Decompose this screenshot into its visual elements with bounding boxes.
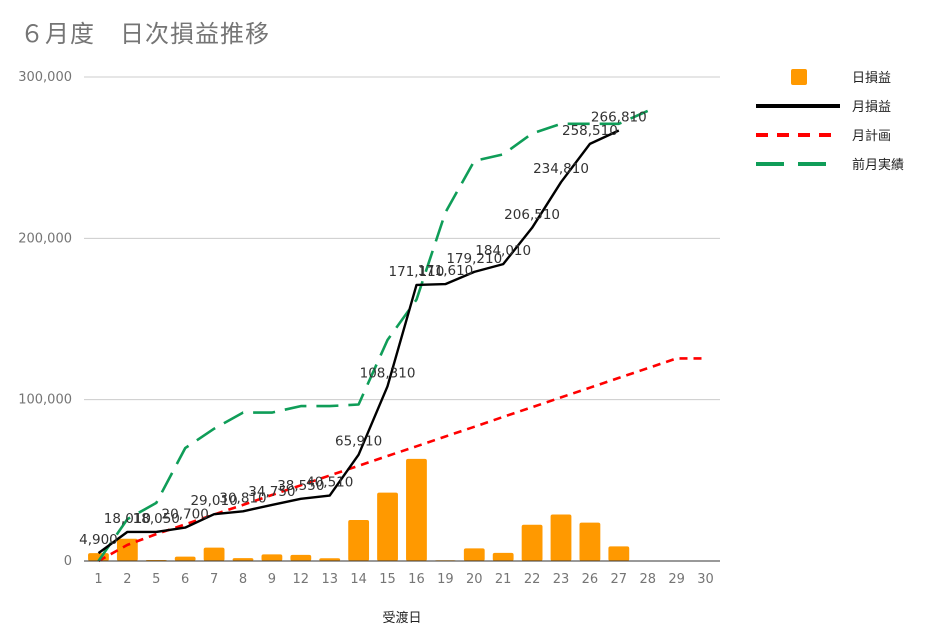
data-label: 234,810 bbox=[533, 161, 589, 177]
x-tick-label: 28 bbox=[639, 572, 656, 587]
line-月損益 bbox=[97, 129, 620, 555]
x-tick-label: 21 bbox=[495, 572, 512, 587]
y-tick-label: 0 bbox=[64, 554, 72, 569]
bar-15 bbox=[377, 492, 398, 561]
bar-6 bbox=[174, 556, 196, 561]
bar-7 bbox=[203, 547, 225, 561]
data-label: 40,510 bbox=[306, 475, 353, 491]
legend-item: 月損益 bbox=[756, 100, 891, 115]
data-label: 171,610 bbox=[417, 263, 473, 279]
bar-12 bbox=[290, 554, 312, 561]
data-labels: 4,900 18,01018,05020,70029,01030,81034,75… bbox=[79, 110, 647, 549]
bar-series bbox=[88, 458, 630, 561]
y-tick-label: 200,000 bbox=[18, 231, 72, 246]
legend-swatch bbox=[791, 69, 807, 85]
data-label: 29,010 bbox=[190, 493, 237, 509]
bar-8 bbox=[232, 558, 254, 561]
x-tick-label: 9 bbox=[268, 572, 276, 587]
data-label: 108,310 bbox=[360, 365, 416, 381]
bar-20 bbox=[463, 548, 485, 561]
x-tick-label: 23 bbox=[553, 572, 570, 587]
x-tick-label: 19 bbox=[437, 572, 454, 587]
data-label: 4,900 bbox=[79, 532, 118, 548]
data-label: 38,550 bbox=[277, 478, 324, 494]
bar-13 bbox=[319, 558, 341, 561]
data-label: 18,050 bbox=[133, 511, 180, 527]
x-tick-label: 30 bbox=[697, 572, 714, 587]
bar-9 bbox=[261, 554, 283, 561]
data-label: 65,910 bbox=[335, 434, 382, 450]
x-tick-label: 7 bbox=[210, 572, 218, 587]
x-tick-label: 15 bbox=[379, 572, 396, 587]
data-label: 34,750 bbox=[248, 484, 295, 500]
x-tick-label: 22 bbox=[524, 572, 541, 587]
bar-23 bbox=[550, 514, 572, 561]
legend-label: 前月実績 bbox=[852, 157, 904, 173]
x-tick-label: 16 bbox=[408, 572, 425, 587]
x-tick-label: 13 bbox=[321, 572, 338, 587]
y-tick-label: 100,000 bbox=[18, 393, 72, 408]
bar-14 bbox=[348, 520, 370, 561]
bar-26 bbox=[579, 522, 601, 561]
x-axis-title: 受渡日 bbox=[382, 610, 421, 626]
data-label: 206,510 bbox=[504, 207, 560, 223]
x-tick-label: 5 bbox=[152, 572, 160, 587]
data-label: 20,700 bbox=[162, 507, 209, 523]
x-tick-labels: 1 2 5 6 7 8 9 12 13 14 15 16 19 20 21 22 23 26 27 28 29 30 bbox=[94, 572, 714, 587]
y-tick-label: 300,000 bbox=[18, 70, 72, 85]
data-label: 184,010 bbox=[475, 243, 531, 259]
data-label: 258,510 bbox=[562, 123, 618, 139]
bar-22 bbox=[521, 524, 543, 561]
bar-21 bbox=[492, 552, 514, 561]
x-tick-label: 26 bbox=[582, 572, 599, 587]
data-label: 18,010 bbox=[104, 511, 151, 527]
x-tick-label: 20 bbox=[466, 572, 483, 587]
x-tick-label: 2 bbox=[123, 572, 131, 587]
legend-item: 月計画 bbox=[756, 128, 891, 144]
line-月計画 bbox=[97, 357, 706, 563]
x-tick-label: 27 bbox=[611, 572, 628, 587]
x-tick-label: 1 bbox=[94, 572, 102, 587]
legend-item: 日損益 bbox=[791, 69, 891, 86]
bar-2 bbox=[116, 538, 138, 561]
y-tick-labels: 0 100,000 200,000 300,000 bbox=[18, 70, 72, 569]
legend-label: 月損益 bbox=[852, 100, 891, 115]
x-tick-label: 14 bbox=[350, 572, 367, 587]
legend-item: 前月実績 bbox=[756, 157, 904, 173]
line-series bbox=[97, 109, 706, 563]
legend-label: 月計画 bbox=[852, 128, 891, 144]
x-tick-label: 29 bbox=[668, 572, 685, 587]
chart-title: ６月度 日次損益推移 bbox=[20, 20, 270, 48]
data-label: 30,810 bbox=[219, 490, 266, 506]
x-tick-label: 6 bbox=[181, 572, 189, 587]
x-tick-label: 12 bbox=[293, 572, 310, 587]
grid-lines bbox=[84, 76, 720, 401]
x-tick-label: 8 bbox=[239, 572, 247, 587]
line-前月実績 bbox=[97, 109, 649, 562]
bar-16 bbox=[406, 458, 427, 561]
data-label: 266,810 bbox=[591, 110, 647, 126]
data-label: 171,110 bbox=[389, 264, 445, 280]
legend-label: 日損益 bbox=[852, 71, 891, 86]
data-label: 179,210 bbox=[446, 251, 502, 267]
bar-27 bbox=[608, 546, 630, 561]
